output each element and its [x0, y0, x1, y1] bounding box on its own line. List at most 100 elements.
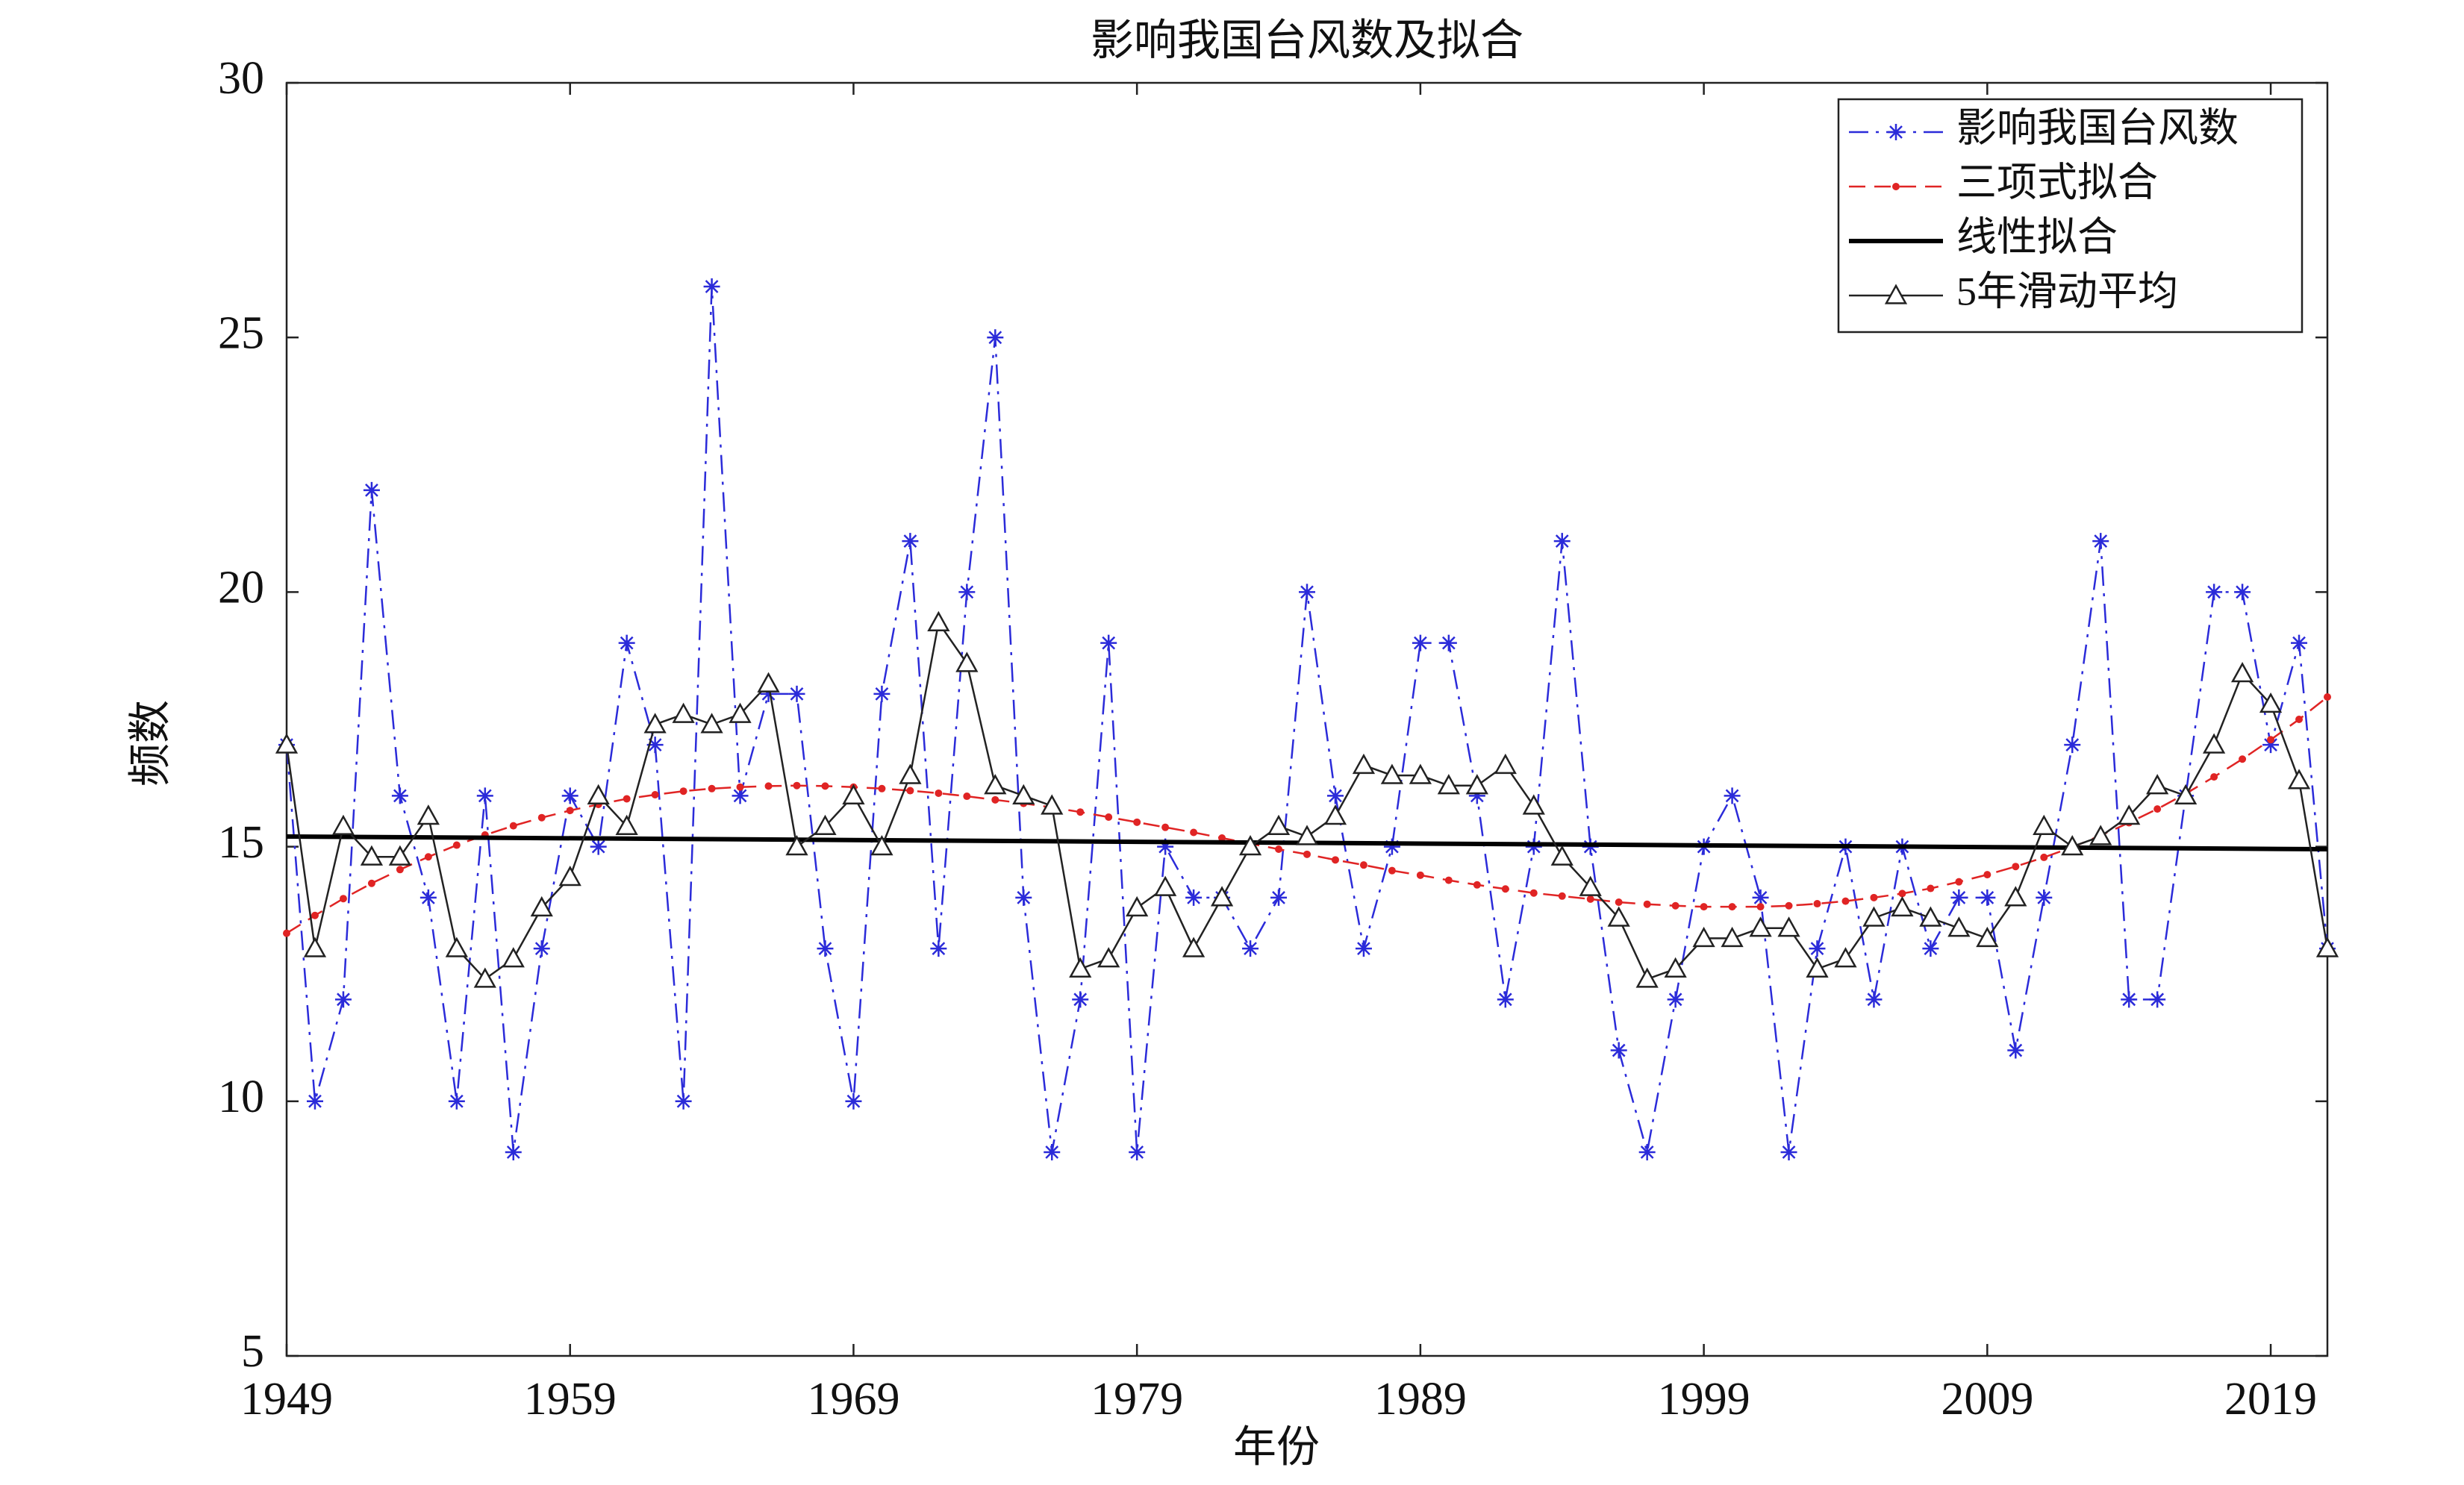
point-marker: [1862, 906, 1886, 927]
point-marker: [1129, 1144, 1146, 1161]
point-marker: [2040, 853, 2048, 861]
point-marker: [445, 937, 468, 957]
point-marker: [1558, 892, 1566, 900]
plot-frame: [285, 81, 2329, 1357]
point-marker: [1870, 893, 1878, 901]
point-marker: [1586, 895, 1594, 903]
point-marker: [2206, 584, 2223, 601]
legend-box: [1837, 98, 2304, 334]
point-marker: [672, 702, 695, 723]
point-marker: [1777, 916, 1800, 937]
point-marker: [1465, 774, 1488, 795]
x-tick-label: 2009: [1941, 1374, 2033, 1425]
point-marker: [1303, 850, 1311, 858]
point-marker: [2007, 1042, 2024, 1059]
point-marker: [1553, 533, 1571, 550]
point-marker: [1947, 916, 1971, 937]
point-marker: [1979, 889, 1996, 906]
point-marker: [1721, 926, 1744, 948]
point-marker: [955, 651, 979, 672]
point-marker: [1891, 895, 1914, 917]
point-marker: [1126, 895, 1149, 917]
point-marker: [1326, 787, 1344, 804]
point-marker: [646, 737, 664, 754]
point-marker: [984, 774, 1007, 795]
point-marker: [417, 804, 440, 825]
x-axis-label: 年份: [1233, 1422, 1320, 1471]
point-marker: [283, 929, 290, 937]
point-marker: [587, 784, 610, 805]
point-marker: [1242, 940, 1259, 957]
chart-title: 影响我国台风数及拟合: [1091, 16, 1523, 64]
point-marker: [1383, 838, 1400, 855]
point-marker: [311, 911, 319, 919]
point-marker: [1352, 753, 1376, 775]
point-marker: [360, 845, 384, 866]
point-marker: [2259, 692, 2283, 713]
point-marker: [736, 783, 744, 791]
point-marker: [2121, 991, 2138, 1008]
point-marker: [2230, 662, 2254, 683]
y-tick-label: 30: [218, 53, 264, 104]
point-marker: [1841, 897, 1850, 905]
point-marker: [1756, 903, 1765, 911]
point-marker: [2291, 634, 2308, 651]
point-marker: [1185, 889, 1203, 906]
point-marker: [618, 634, 635, 651]
point-marker: [1100, 634, 1117, 651]
point-marker: [1359, 861, 1367, 869]
point-marker: [1809, 940, 1826, 957]
point-marker: [303, 937, 327, 957]
point-marker: [1950, 889, 1968, 906]
point-marker: [1525, 838, 1542, 855]
point-marker: [419, 889, 437, 906]
point-marker: [906, 787, 914, 795]
point-marker: [1275, 845, 1283, 854]
point-marker: [1671, 901, 1679, 910]
point-marker: [1780, 1144, 1797, 1161]
point-marker: [2061, 835, 2084, 856]
point-marker: [1667, 991, 1684, 1008]
point-marker: [2210, 773, 2218, 781]
point-marker: [930, 940, 947, 957]
point-marker: [509, 822, 517, 830]
point-marker: [2153, 805, 2162, 813]
point-marker: [561, 787, 578, 804]
point-marker: [927, 610, 950, 631]
point-marker: [878, 784, 886, 792]
point-marker: [2118, 804, 2141, 825]
x-tick-label: 1989: [1374, 1374, 1467, 1425]
point-marker: [700, 713, 723, 734]
point-marker: [2036, 889, 2053, 906]
point-marker: [334, 991, 352, 1008]
point-marker: [306, 1092, 323, 1110]
point-marker: [1700, 903, 1708, 911]
point-marker: [566, 807, 574, 815]
point-marker: [1643, 900, 1651, 908]
point-marker: [558, 865, 581, 887]
point-marker: [1416, 871, 1424, 879]
point-marker: [845, 1092, 862, 1110]
point-marker: [1785, 901, 1793, 910]
point-marker: [1468, 787, 1485, 804]
point-marker: [1664, 957, 1687, 978]
point-marker: [1813, 900, 1821, 908]
point-marker: [2089, 825, 2112, 845]
point-marker: [1976, 926, 1999, 948]
legend-label: 影响我国台风数: [1956, 105, 2239, 150]
point-marker: [537, 813, 546, 822]
y-tick-label: 5: [241, 1326, 264, 1377]
point-marker: [814, 814, 837, 835]
point-marker: [821, 782, 829, 790]
point-marker: [339, 895, 347, 903]
point-marker: [1069, 957, 1092, 978]
point-marker: [1044, 1144, 1061, 1161]
point-marker: [2092, 533, 2109, 550]
point-marker: [788, 685, 805, 702]
point-marker: [963, 792, 971, 801]
point-marker: [757, 672, 780, 693]
point-marker: [1157, 838, 1174, 855]
point-marker: [935, 789, 943, 797]
point-marker: [703, 278, 720, 295]
point-marker: [530, 895, 553, 917]
